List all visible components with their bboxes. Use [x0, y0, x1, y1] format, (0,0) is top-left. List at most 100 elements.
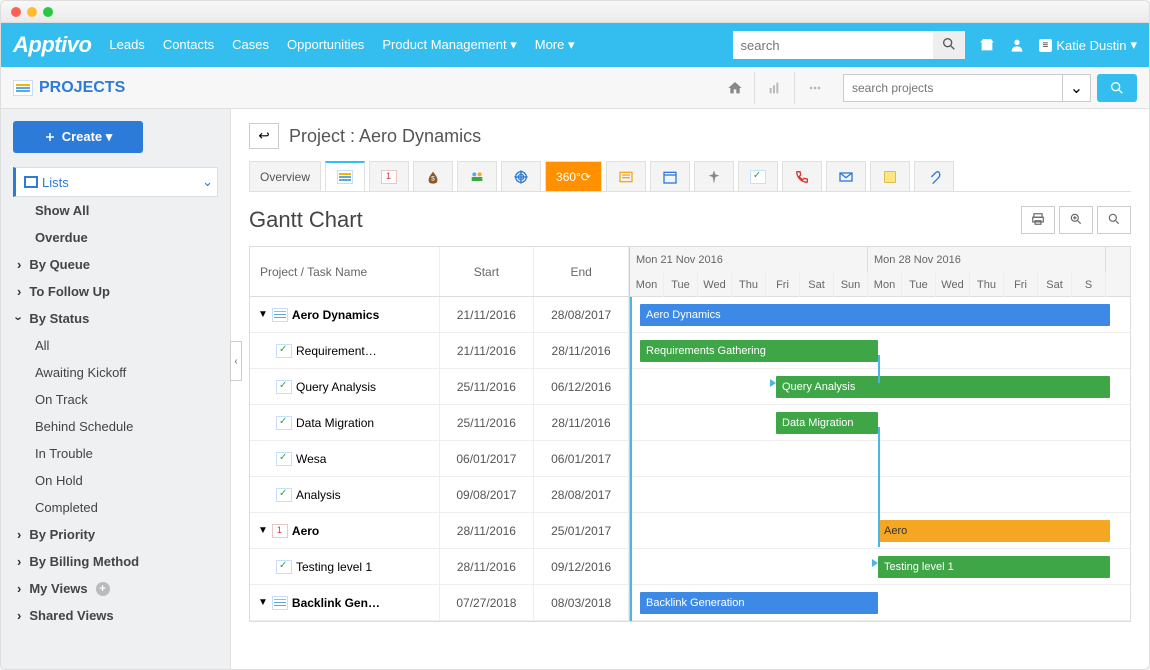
- task-icon: [276, 488, 292, 502]
- sidebar-my-views[interactable]: My Views+: [13, 575, 218, 602]
- gantt-bar[interactable]: Aero Dynamics: [640, 304, 1110, 326]
- gantt-task-row[interactable]: Data Migration25/11/201628/11/2016: [250, 405, 629, 441]
- pin-icon: [706, 169, 722, 185]
- sidebar-status-trouble[interactable]: In Trouble: [13, 440, 218, 467]
- gantt-bar-row: Backlink Generation: [630, 585, 1130, 621]
- task-name-label: Query Analysis: [296, 380, 376, 394]
- tab-calendar[interactable]: [650, 161, 690, 191]
- tab-scope[interactable]: [501, 161, 541, 191]
- gantt-task-row[interactable]: ▼Aero28/11/201625/01/2017: [250, 513, 629, 549]
- nav-product-mgmt[interactable]: Product Management ▾: [382, 37, 516, 53]
- sidebar-shared-views[interactable]: Shared Views: [13, 602, 218, 629]
- gantt-bar-row: Testing level 1: [630, 549, 1130, 585]
- top-nav-links: Leads Contacts Cases Opportunities Produ…: [109, 37, 574, 53]
- email-icon: [838, 169, 854, 185]
- task-name-label: Aero: [292, 524, 319, 538]
- tab-calls[interactable]: [782, 161, 822, 191]
- gantt-task-row[interactable]: Testing level 128/11/201609/12/2016: [250, 549, 629, 585]
- sidebar-status-awaiting[interactable]: Awaiting Kickoff: [13, 359, 218, 386]
- nav-opportunities[interactable]: Opportunities: [287, 37, 364, 53]
- gantt-task-row[interactable]: ▼Aero Dynamics21/11/201628/08/2017: [250, 297, 629, 333]
- gantt-task-row[interactable]: Requirement…21/11/201628/11/2016: [250, 333, 629, 369]
- nav-contacts[interactable]: Contacts: [163, 37, 214, 53]
- gantt-task-row[interactable]: Query Analysis25/11/201606/12/2016: [250, 369, 629, 405]
- zoom-in-button[interactable]: [1059, 206, 1093, 234]
- task-start: 21/11/2016: [440, 297, 535, 332]
- task-end: 25/01/2017: [534, 513, 629, 548]
- sidebar-by-queue[interactable]: By Queue: [13, 251, 218, 278]
- gantt-task-row[interactable]: ▼Backlink Gen…07/27/201808/03/2018: [250, 585, 629, 621]
- tree-caret-icon[interactable]: ▼: [258, 309, 268, 320]
- tab-news[interactable]: [606, 161, 646, 191]
- gantt-bar[interactable]: Aero: [878, 520, 1110, 542]
- tab-360[interactable]: 360° ⟳: [545, 161, 602, 191]
- tab-gantt[interactable]: [325, 161, 365, 191]
- day-header: Thu: [970, 272, 1004, 297]
- sidebar-to-follow-up[interactable]: To Follow Up: [13, 278, 218, 305]
- target-icon: [513, 169, 529, 185]
- sidebar-show-all[interactable]: Show All: [13, 197, 218, 224]
- nav-more[interactable]: More ▾: [535, 37, 575, 53]
- user-menu[interactable]: ≡ Katie Dustin ▾: [1039, 37, 1137, 53]
- sidebar-by-priority[interactable]: By Priority: [13, 521, 218, 548]
- sidebar-status-ontrack[interactable]: On Track: [13, 386, 218, 413]
- sidebar-by-billing[interactable]: By Billing Method: [13, 548, 218, 575]
- nav-leads[interactable]: Leads: [109, 37, 144, 53]
- global-search-input[interactable]: [733, 31, 933, 59]
- tab-tasks[interactable]: [738, 161, 778, 191]
- day-header: Sat: [1038, 272, 1072, 297]
- more-dots-icon[interactable]: [795, 72, 835, 104]
- tab-notes[interactable]: [870, 161, 910, 191]
- gantt-bar[interactable]: Query Analysis: [776, 376, 1110, 398]
- tab-documents[interactable]: [914, 161, 954, 191]
- tab-milestones[interactable]: [369, 161, 409, 191]
- global-search-button[interactable]: [933, 31, 965, 59]
- note-icon: [882, 169, 898, 185]
- back-button[interactable]: ↩: [249, 123, 279, 149]
- sidebar-collapse-handle[interactable]: ‹: [230, 341, 242, 381]
- task-start: 25/11/2016: [440, 369, 535, 404]
- task-name-label: Analysis: [296, 488, 341, 502]
- create-button[interactable]: Create ▾: [13, 121, 143, 153]
- user-icon[interactable]: [1009, 37, 1025, 53]
- project-title: Project : Aero Dynamics: [289, 126, 481, 147]
- close-dot[interactable]: [11, 7, 21, 17]
- proj-icon: [272, 308, 288, 322]
- home-icon[interactable]: [715, 72, 755, 104]
- print-button[interactable]: [1021, 206, 1055, 234]
- gantt-bar[interactable]: Data Migration: [776, 412, 878, 434]
- day-header: S: [1072, 272, 1106, 297]
- sidebar-lists[interactable]: Lists ⌄: [13, 167, 218, 197]
- max-dot[interactable]: [43, 7, 53, 17]
- project-search-dropdown[interactable]: ⌄: [1063, 74, 1091, 102]
- gantt-bar[interactable]: Requirements Gathering: [640, 340, 878, 362]
- reports-icon[interactable]: [755, 72, 795, 104]
- zoom-out-button[interactable]: [1097, 206, 1131, 234]
- tab-email[interactable]: [826, 161, 866, 191]
- task-name-label: Data Migration: [296, 416, 374, 430]
- tab-financials[interactable]: $: [413, 161, 453, 191]
- dependency-line: [878, 355, 880, 383]
- nav-cases[interactable]: Cases: [232, 37, 269, 53]
- tree-caret-icon[interactable]: ▼: [258, 597, 268, 608]
- tab-pin[interactable]: [694, 161, 734, 191]
- tree-caret-icon[interactable]: ▼: [258, 525, 268, 536]
- week-header: Mon 21 Nov 2016: [630, 247, 868, 272]
- tab-overview[interactable]: Overview: [249, 161, 321, 191]
- tab-team[interactable]: [457, 161, 497, 191]
- gantt-bar[interactable]: Testing level 1: [878, 556, 1110, 578]
- store-icon[interactable]: [979, 37, 995, 53]
- gantt-task-row[interactable]: Analysis09/08/201728/08/2017: [250, 477, 629, 513]
- sidebar-status-completed[interactable]: Completed: [13, 494, 218, 521]
- sidebar-status-behind[interactable]: Behind Schedule: [13, 413, 218, 440]
- sidebar-status-all[interactable]: All: [13, 332, 218, 359]
- sidebar-by-status[interactable]: By Status: [13, 305, 218, 332]
- min-dot[interactable]: [27, 7, 37, 17]
- project-search-input[interactable]: [843, 74, 1063, 102]
- sidebar-overdue[interactable]: Overdue: [13, 224, 218, 251]
- gantt-task-row[interactable]: Wesa06/01/201706/01/2017: [250, 441, 629, 477]
- add-view-icon[interactable]: +: [96, 582, 110, 596]
- project-search-button[interactable]: [1097, 74, 1137, 102]
- sidebar-status-onhold[interactable]: On Hold: [13, 467, 218, 494]
- gantt-bar[interactable]: Backlink Generation: [640, 592, 878, 614]
